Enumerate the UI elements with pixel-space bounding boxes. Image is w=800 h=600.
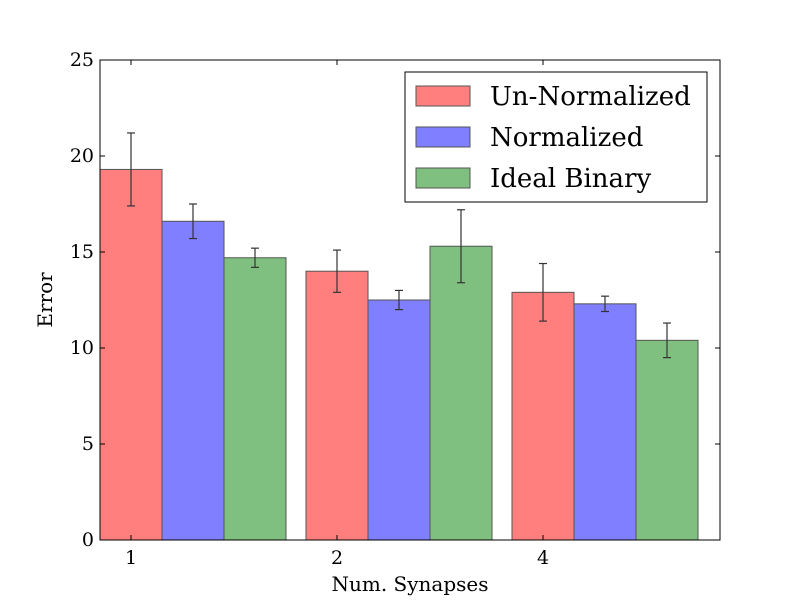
legend-label: Ideal Binary [490, 164, 651, 194]
x-tick-label: 4 [537, 547, 549, 569]
legend-item-ideal-binary: Ideal Binary [415, 164, 651, 194]
bar-normalized-1 [161, 220, 225, 541]
x-axis-label: Num. Synapses [331, 572, 488, 596]
legend-swatch [415, 85, 471, 107]
error-bar-ideal-binary-4 [663, 322, 671, 359]
bar-un-normalized-4 [511, 291, 575, 541]
bar-un-normalized-1 [99, 168, 163, 541]
y-axis-label: Error [33, 272, 57, 328]
error-bar-ideal-binary-2 [457, 209, 465, 284]
bar-normalized-2 [367, 299, 431, 541]
legend-item-normalized: Normalized [415, 123, 643, 153]
x-tick-label: 2 [331, 547, 343, 569]
x-tick-label: 1 [125, 547, 137, 569]
y-tick-label: 10 [70, 337, 94, 359]
y-tick-label: 5 [82, 433, 94, 455]
error-bar-normalized-2 [395, 289, 403, 311]
legend-swatch [415, 167, 471, 189]
legend-item-un-normalized: Un-Normalized [415, 82, 691, 112]
y-tick-label: 15 [70, 241, 94, 263]
error-bar-normalized-1 [189, 203, 197, 240]
legend-swatch [415, 126, 471, 148]
bar-ideal-binary-4 [635, 339, 699, 541]
bar-ideal-binary-1 [223, 257, 287, 541]
y-tick-label: 20 [70, 145, 94, 167]
bar-normalized-4 [573, 303, 637, 541]
plot-frame [99, 59, 721, 541]
y-tick-label: 25 [70, 49, 94, 71]
error-bar-un-normalized-1 [127, 132, 135, 207]
bar-ideal-binary-2 [429, 245, 493, 541]
error-bar-normalized-4 [601, 295, 609, 313]
y-tick-label: 0 [82, 529, 94, 551]
error-bar-un-normalized-4 [539, 262, 547, 322]
y-axis: 0 5 10 15 20 25 [70, 49, 720, 551]
error-bar-un-normalized-2 [333, 249, 341, 293]
x-axis: 1 2 4 [125, 60, 549, 569]
bars-layer [99, 168, 699, 541]
legend-label: Normalized [490, 123, 643, 153]
bar-un-normalized-2 [305, 270, 369, 541]
error-bar-ideal-binary-1 [251, 247, 259, 268]
error-bars-layer [127, 132, 671, 359]
legend: Un-Normalized Normalized Ideal Binary [404, 71, 708, 203]
legend-label: Un-Normalized [490, 82, 691, 112]
